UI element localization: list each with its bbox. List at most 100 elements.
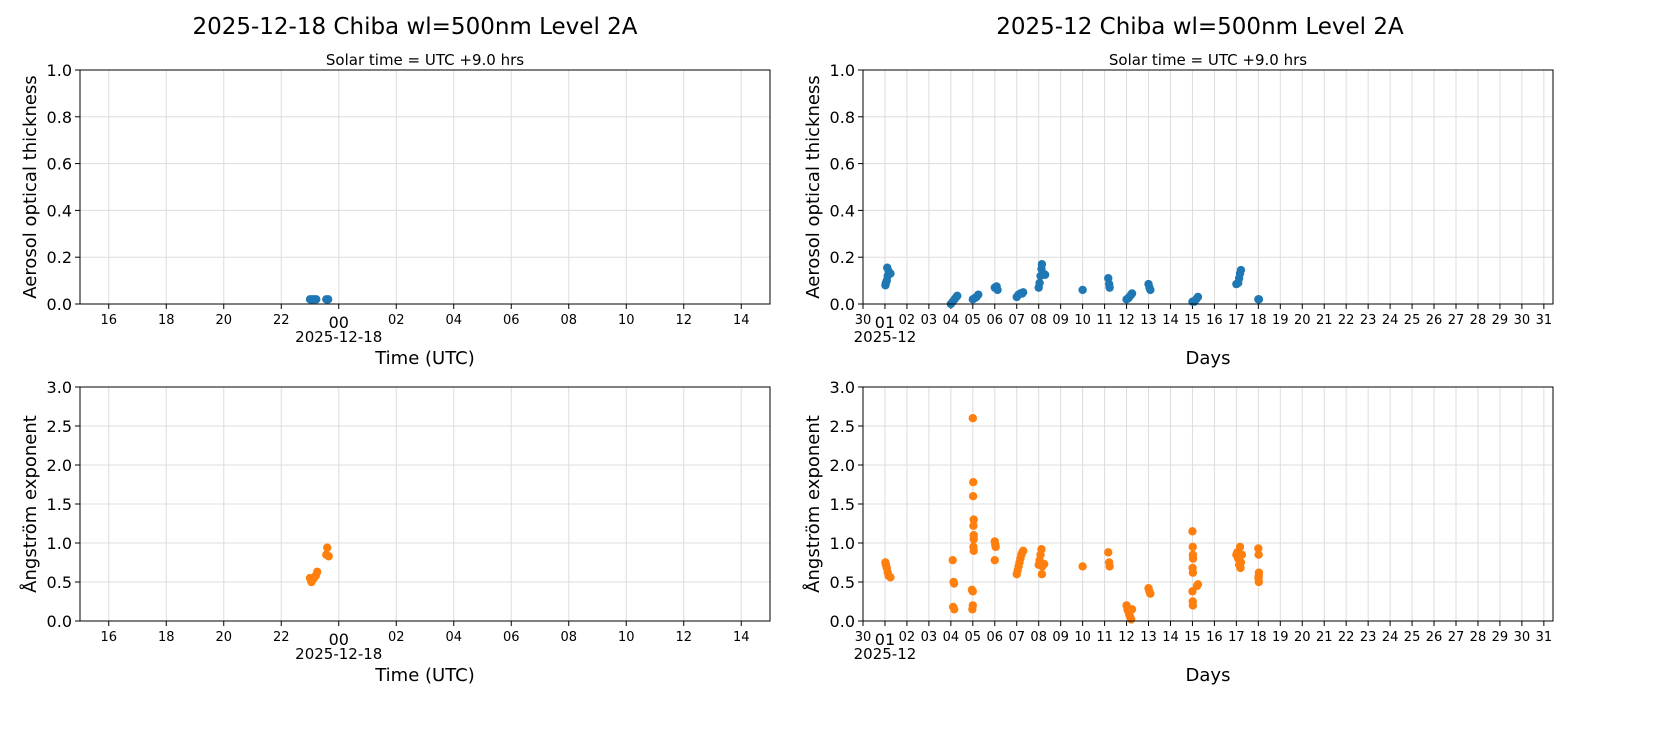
x-tick-label: 12 [1118,630,1135,645]
y-tick-label: 0.2 [47,248,72,267]
x-tick-label: 27 [1448,313,1465,328]
y-axis-label: Ångström exponent [19,415,41,593]
data-point [1236,558,1246,567]
data-point [1035,278,1044,288]
x-tick-label: 23 [1360,630,1377,645]
x-tick-label: 30 [1514,630,1531,645]
x-tick-label: 05 [965,630,982,645]
x-tick-label: 21 [1316,630,1333,645]
y-axis-label: Aerosol optical thickness [20,75,41,298]
y-tick-label: 0.5 [47,573,72,592]
x-tick-label: 22 [1338,630,1355,645]
data-point [886,573,895,582]
y-tick-label: 0.6 [47,155,72,174]
data-point [968,492,978,501]
data-point [990,555,999,565]
data-point [1237,550,1247,559]
y-tick-label: 1.0 [47,534,72,553]
x-tick-label: 07 [1008,313,1025,328]
x-tick-label: 18 [158,313,175,328]
x-tick-label: 28 [1470,630,1487,645]
x-tick-label: 06 [987,313,1004,328]
x-axis-label: Days [1186,665,1231,686]
y-tick-label: 0.4 [47,201,72,220]
data-point [1254,544,1263,553]
x-tick-label: 19 [1272,630,1289,645]
y-tick-label: 0.6 [830,155,855,174]
x-tick-label: 16 [1206,630,1223,645]
y-tick-label: 0.0 [47,295,72,314]
data-point [1146,285,1155,295]
data-point [969,477,978,487]
x-tick-sublabel: 2025-12 [854,328,917,346]
data-point [969,515,978,524]
data-point [1040,270,1050,279]
y-tick-label: 0.0 [830,295,855,314]
y-axis-label: Ångström exponent [802,415,824,593]
x-tick-label: 20 [1294,630,1311,645]
x-tick-label: 14 [1162,313,1179,328]
data-point [969,521,978,531]
y-tick-label: 2.0 [47,456,72,475]
plot-frame [79,69,771,305]
x-tick-label: 29 [1492,313,1509,328]
x-tick-label: 06 [503,630,520,645]
x-axis-label: Time (UTC) [374,665,475,686]
data-point [1188,527,1197,536]
x-tick-label: 24 [1382,313,1399,328]
x-tick-label: 12 [675,630,692,645]
x-tick-label: 27 [1448,630,1465,645]
data-point [968,605,977,614]
data-point [948,555,957,565]
x-tick-label: 08 [1030,630,1047,645]
y-tick-label: 1.0 [830,61,855,80]
x-tick-sublabel: 2025-12-18 [295,645,382,663]
data-point [312,567,322,577]
plot-frame [79,386,771,622]
data-point [1127,605,1137,614]
data-point [1193,580,1203,589]
x-tick-label: 23 [1360,313,1377,328]
x-tick-label: 16 [100,313,117,328]
x-tick-label: 26 [1426,630,1443,645]
x-tick-label: 19 [1272,313,1289,328]
data-point [1188,568,1198,577]
x-tick-label: 15 [1184,630,1201,645]
data-point [1254,295,1264,304]
x-tick-label: 08 [560,630,577,645]
left-title: 2025-12-18 Chiba wl=500nm Level 2A [192,14,637,40]
y-tick-label: 0.8 [47,108,72,127]
data-point [1105,562,1114,571]
y-tick-label: 0.0 [47,612,72,631]
data-point [1127,289,1137,298]
x-tick-label: 13 [1140,313,1157,328]
x-tick-label: 11 [1096,630,1113,645]
data-point [1037,545,1046,554]
x-tick-label: 01 [875,313,895,332]
data-point [1236,265,1246,275]
data-point [1104,548,1113,557]
x-tick-label: 16 [1206,313,1223,328]
y-tick-label: 0.0 [830,612,855,631]
x-tick-label: 04 [943,313,960,328]
x-axis-label: Time (UTC) [374,348,475,369]
data-point [324,295,333,304]
x-tick-label: 10 [618,630,635,645]
x-tick-label: 12 [1118,313,1135,328]
data-point [953,291,962,301]
data-point [886,269,895,278]
x-tick-label: 07 [1008,630,1025,645]
x-tick-label: 30 [1514,313,1531,328]
data-point [950,605,959,614]
x-tick-label: 28 [1470,313,1487,328]
x-tick-label: 14 [733,630,750,645]
data-point [324,552,333,561]
data-point [312,295,321,304]
x-tick-label: 10 [1074,313,1091,328]
y-axis-label: Aerosol optical thickness [803,75,824,298]
data-point [1193,292,1203,302]
x-tick-label: 21 [1316,313,1333,328]
x-tick-label: 20 [215,630,232,645]
